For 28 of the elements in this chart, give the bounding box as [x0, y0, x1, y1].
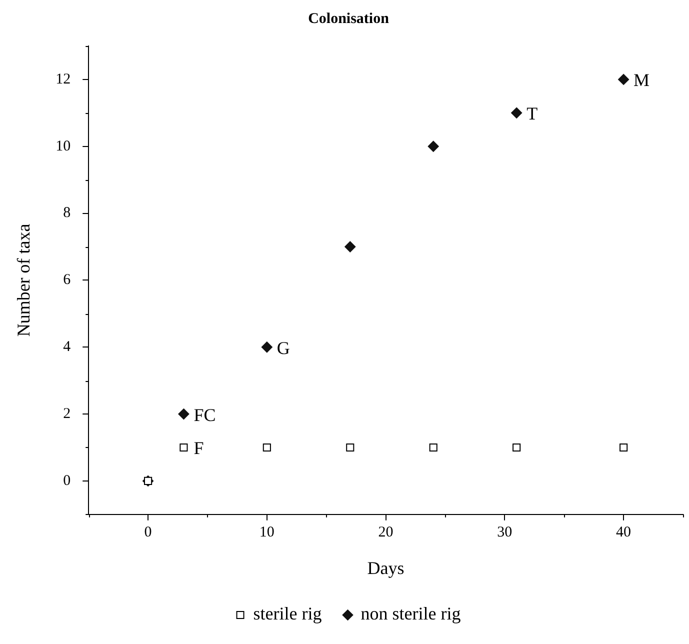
point: [618, 74, 630, 85]
point: [344, 241, 356, 252]
point: [511, 107, 522, 118]
y-tick-label: 6: [63, 272, 72, 288]
y-tick-label: 4: [63, 339, 72, 356]
x-tick-label: 10: [259, 524, 274, 540]
chart-title: Colonisation: [308, 10, 390, 27]
legend-label: non sterile rig: [360, 604, 461, 624]
y-tick-label: 10: [56, 138, 71, 154]
annotation: T: [526, 104, 538, 124]
y-tick-label: 8: [63, 205, 71, 222]
x-tick-label: 40: [616, 524, 632, 540]
x-axis-title: Days: [367, 558, 404, 578]
y-tick-label: 12: [56, 71, 71, 88]
annotation: F: [194, 438, 204, 458]
x-tick-label: 30: [497, 524, 512, 540]
legend-label: sterile rig: [253, 604, 322, 624]
point: [261, 342, 272, 353]
y-tick-label: 0: [63, 472, 71, 489]
x-tick-label: 0: [144, 524, 152, 540]
annotation: FC: [194, 404, 216, 425]
annotation: M: [634, 70, 650, 90]
y-axis-title: Number of taxa: [14, 224, 34, 337]
x-tick-label: 20: [378, 524, 394, 540]
point: [428, 140, 439, 152]
point: [178, 408, 190, 420]
y-tick-label: 2: [63, 406, 71, 422]
annotation: G: [276, 338, 290, 358]
